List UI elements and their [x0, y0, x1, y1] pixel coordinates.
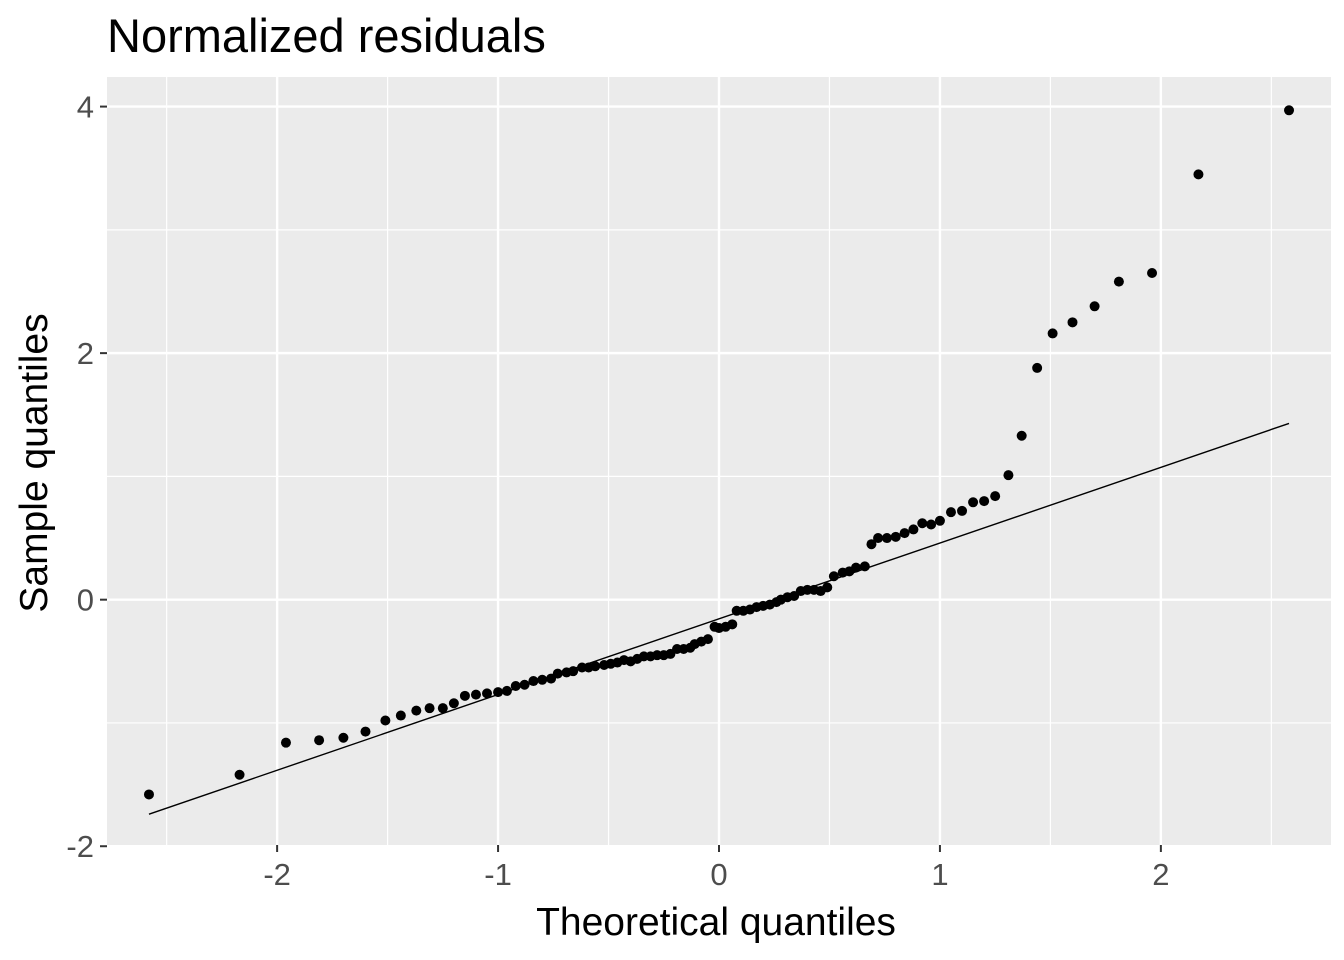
data-point: [890, 531, 901, 542]
data-point: [510, 680, 521, 691]
data-point: [590, 661, 601, 672]
data-point: [459, 690, 470, 701]
data-point: [702, 634, 713, 645]
data-point: [1089, 301, 1100, 312]
data-point: [899, 528, 910, 539]
chart-title: Normalized residuals: [107, 9, 546, 62]
y-tick-label: 0: [77, 583, 94, 618]
data-point: [873, 533, 884, 544]
data-point: [234, 769, 245, 780]
data-point: [822, 582, 833, 593]
data-point: [957, 505, 968, 516]
data-point: [568, 666, 579, 677]
data-point: [979, 496, 990, 507]
data-point: [380, 715, 391, 726]
data-point: [437, 703, 448, 714]
data-point: [828, 571, 839, 582]
data-point: [411, 705, 422, 716]
data-point: [945, 507, 956, 518]
data-point: [424, 703, 435, 714]
y-axis-ticks: -2 0 2 4: [66, 90, 107, 864]
data-point: [926, 519, 937, 530]
data-point: [990, 491, 1001, 502]
data-point: [1047, 328, 1058, 339]
data-point: [866, 539, 877, 550]
x-tick-label: 1: [931, 857, 948, 892]
data-point: [143, 789, 154, 800]
data-point: [908, 524, 919, 535]
reference-line: [148, 422, 1290, 815]
data-point: [968, 497, 979, 508]
minor-gridlines: [107, 77, 1331, 845]
data-point: [528, 676, 539, 687]
data-point: [314, 735, 325, 746]
x-axis-title: Theoretical quantiles: [536, 901, 896, 944]
data-point: [395, 710, 406, 721]
data-point: [448, 698, 459, 709]
y-axis-title: Sample quantiles: [13, 313, 56, 612]
data-point: [1003, 470, 1014, 481]
data-point: [519, 679, 530, 690]
data-point: [917, 518, 928, 529]
data-point: [470, 689, 481, 700]
data-point: [493, 687, 504, 698]
data-point: [1016, 430, 1027, 441]
data-point: [501, 685, 512, 696]
data-point: [1284, 105, 1295, 116]
y-tick-label: 2: [77, 336, 94, 371]
data-point: [727, 619, 738, 630]
x-tick-label: 2: [1152, 857, 1169, 892]
data-point: [881, 533, 892, 544]
x-tick-label: -1: [484, 857, 512, 892]
data-point: [1147, 268, 1158, 279]
data-points: [143, 105, 1295, 800]
y-tick-label: 4: [77, 90, 94, 125]
data-point: [280, 737, 291, 748]
data-point: [537, 674, 548, 685]
data-point: [338, 732, 349, 743]
data-point: [360, 726, 371, 737]
data-point: [859, 561, 870, 572]
x-tick-label: -2: [263, 857, 291, 892]
data-point: [1113, 276, 1124, 287]
y-tick-label: -2: [66, 829, 94, 864]
data-point: [482, 688, 493, 699]
data-point: [1067, 317, 1078, 328]
data-point: [934, 515, 945, 526]
data-point: [552, 668, 563, 679]
x-axis-ticks: -2 -1 0 1 2: [263, 845, 1170, 892]
x-tick-label: 0: [710, 857, 727, 892]
data-point: [850, 562, 861, 573]
data-point: [1032, 362, 1043, 373]
data-point: [1193, 169, 1204, 180]
